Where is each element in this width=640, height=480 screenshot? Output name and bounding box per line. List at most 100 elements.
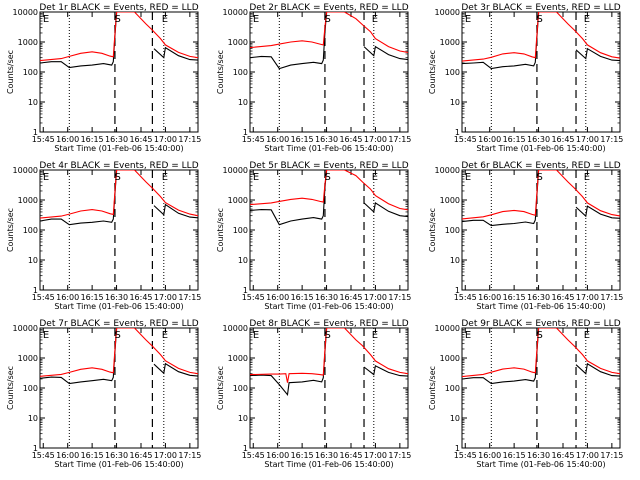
chart-6-annotation: E [465, 172, 471, 183]
chart-4-annotation: E [43, 172, 49, 183]
chart-2-annotation: S [325, 14, 331, 25]
chart-9-annotation: E [584, 330, 590, 341]
chart-2-ytick-label: 1 [243, 128, 248, 137]
chart-3-xtick-label: 16:00 [478, 135, 501, 144]
chart-1-ytick-label: 1000 [18, 38, 38, 47]
chart-7-xtick-label: 16:30 [105, 451, 128, 460]
chart-4-xtick-label: 17:00 [154, 293, 177, 302]
chart-2-ytick-label: 100 [233, 68, 248, 77]
chart-8-xtick-label: 16:30 [315, 451, 338, 460]
chart-2-annotation: E [253, 14, 259, 25]
chart-9-ytick-label: 100 [445, 384, 460, 393]
chart-8-xtick-label: 16:00 [266, 451, 289, 460]
chart-3-ytick-label: 1 [455, 128, 460, 137]
chart-9-frame [461, 327, 621, 449]
chart-4-xtick-label: 16:30 [105, 293, 128, 302]
chart-5-ytick-label: 10000 [223, 166, 248, 175]
chart-9-xtick-label: 16:30 [527, 451, 550, 460]
chart-2-annotation: E [372, 14, 378, 25]
chart-4-ytick-label: 10 [28, 256, 38, 265]
chart-4-annotation: E [162, 172, 168, 183]
chart-5-title: Det 5r BLACK = Events, RED = LLD [249, 161, 408, 171]
chart-4-frame [39, 169, 199, 291]
chart-3-frame [461, 11, 621, 133]
chart-1-xtick-label: 16:00 [56, 135, 79, 144]
chart-4-xtick-label: 16:15 [81, 293, 104, 302]
chart-4-ytick-label: 1 [33, 286, 38, 295]
chart-9-ytick-label: 1 [455, 444, 460, 453]
chart-7-panel: Det 7r BLACK = Events, RED = LLD 1 10 100 10… [6, 319, 201, 469]
chart-3-xtick-label: 15:45 [454, 135, 477, 144]
chart-5-xtick-label: 16:15 [291, 293, 314, 302]
chart-8-xtick-label: 16:45 [339, 451, 362, 460]
chart-1-annotation: E [162, 14, 168, 25]
chart-7-annotation: E [43, 330, 49, 341]
chart-7-xtick-label: 17:15 [178, 451, 201, 460]
chart-6-ytick-label: 10000 [435, 166, 460, 175]
chart-2-ytick-label: 1000 [228, 38, 248, 47]
chart-2-ylabel: Counts/sec [216, 50, 225, 94]
chart-7-ytick-label: 100 [23, 384, 38, 393]
chart-7-frame [39, 327, 199, 449]
chart-1-annotation: S [115, 14, 121, 25]
chart-6-xtick-label: 16:15 [503, 293, 526, 302]
chart-3-ytick-label: 1000 [440, 38, 460, 47]
chart-1-frame [39, 11, 199, 133]
chart-8-series-lld [250, 328, 408, 383]
chart-5-ytick-label: 1 [243, 286, 248, 295]
chart-3-annotation: E [465, 14, 471, 25]
chart-3-xtick-label: 17:00 [576, 135, 599, 144]
chart-3-annotation: S [537, 14, 543, 25]
chart-4-xtick-label: 15:45 [32, 293, 55, 302]
chart-7-ylabel: Counts/sec [6, 366, 15, 410]
chart-1-series-lld [40, 12, 198, 62]
chart-8-ytick-label: 1000 [228, 354, 248, 363]
chart-8-ylabel: Counts/sec [216, 366, 225, 410]
chart-8-xtick-label: 16:15 [291, 451, 314, 460]
chart-5-ylabel: Counts/sec [216, 208, 225, 252]
chart-9-xlabel: Start Time (01-Feb-06 15:40:00) [476, 460, 605, 469]
chart-7-ytick-label: 1 [33, 444, 38, 453]
chart-8-xlabel: Start Time (01-Feb-06 15:40:00) [264, 460, 393, 469]
chart-2-panel: Det 2r BLACK = Events, RED = LLD 1 10 100 10… [216, 3, 411, 153]
chart-5-xtick-label: 17:00 [364, 293, 387, 302]
chart-3-title: Det 3r BLACK = Events, RED = LLD [461, 3, 620, 13]
chart-2-series-events [250, 12, 408, 70]
chart-1-xtick-label: 16:30 [105, 135, 128, 144]
chart-8-ytick-label: 100 [233, 384, 248, 393]
chart-1-xtick-label: 17:15 [178, 135, 201, 144]
chart-1-ylabel: Counts/sec [6, 50, 15, 94]
chart-2-frame [249, 11, 409, 133]
chart-4-xtick-label: 16:45 [129, 293, 152, 302]
chart-8-annotation: E [253, 330, 259, 341]
chart-5-annotation: S [325, 172, 331, 183]
chart-7-annotation: E [162, 330, 168, 341]
chart-1-xtick-label: 16:15 [81, 135, 104, 144]
chart-7-xtick-label: 16:45 [129, 451, 152, 460]
chart-9-panel: Det 9r BLACK = Events, RED = LLD 1 10 100 10… [428, 319, 623, 469]
chart-8-ytick-label: 10 [238, 414, 248, 423]
chart-7-xlabel: Start Time (01-Feb-06 15:40:00) [54, 460, 183, 469]
chart-6-annotation: E [584, 172, 590, 183]
chart-5-annotation: E [253, 172, 259, 183]
chart-3-panel: Det 3r BLACK = Events, RED = LLD 1 10 100 10… [428, 3, 623, 153]
chart-7-title: Det 7r BLACK = Events, RED = LLD [39, 319, 198, 329]
chart-5-panel: Det 5r BLACK = Events, RED = LLD 1 10 100 10… [216, 161, 411, 311]
chart-9-xtick-label: 16:15 [503, 451, 526, 460]
chart-6-ylabel: Counts/sec [428, 208, 437, 252]
chart-5-ytick-label: 1000 [228, 196, 248, 205]
chart-4-ylabel: Counts/sec [6, 208, 15, 252]
chart-8-annotation: S [325, 330, 331, 341]
chart-9-series-lld [462, 328, 620, 378]
chart-6-title: Det 6r BLACK = Events, RED = LLD [461, 161, 620, 171]
chart-1-xtick-label: 16:45 [129, 135, 152, 144]
chart-7-xtick-label: 17:00 [154, 451, 177, 460]
chart-8-ytick-label: 1 [243, 444, 248, 453]
chart-1-title: Det 1r BLACK = Events, RED = LLD [39, 3, 198, 13]
chart-8-ytick-label: 10000 [223, 324, 248, 333]
chart-4-title: Det 4r BLACK = Events, RED = LLD [39, 161, 198, 171]
chart-8-xtick-label: 15:45 [242, 451, 265, 460]
chart-7-annotation: S [115, 330, 121, 341]
chart-6-xtick-label: 16:00 [478, 293, 501, 302]
